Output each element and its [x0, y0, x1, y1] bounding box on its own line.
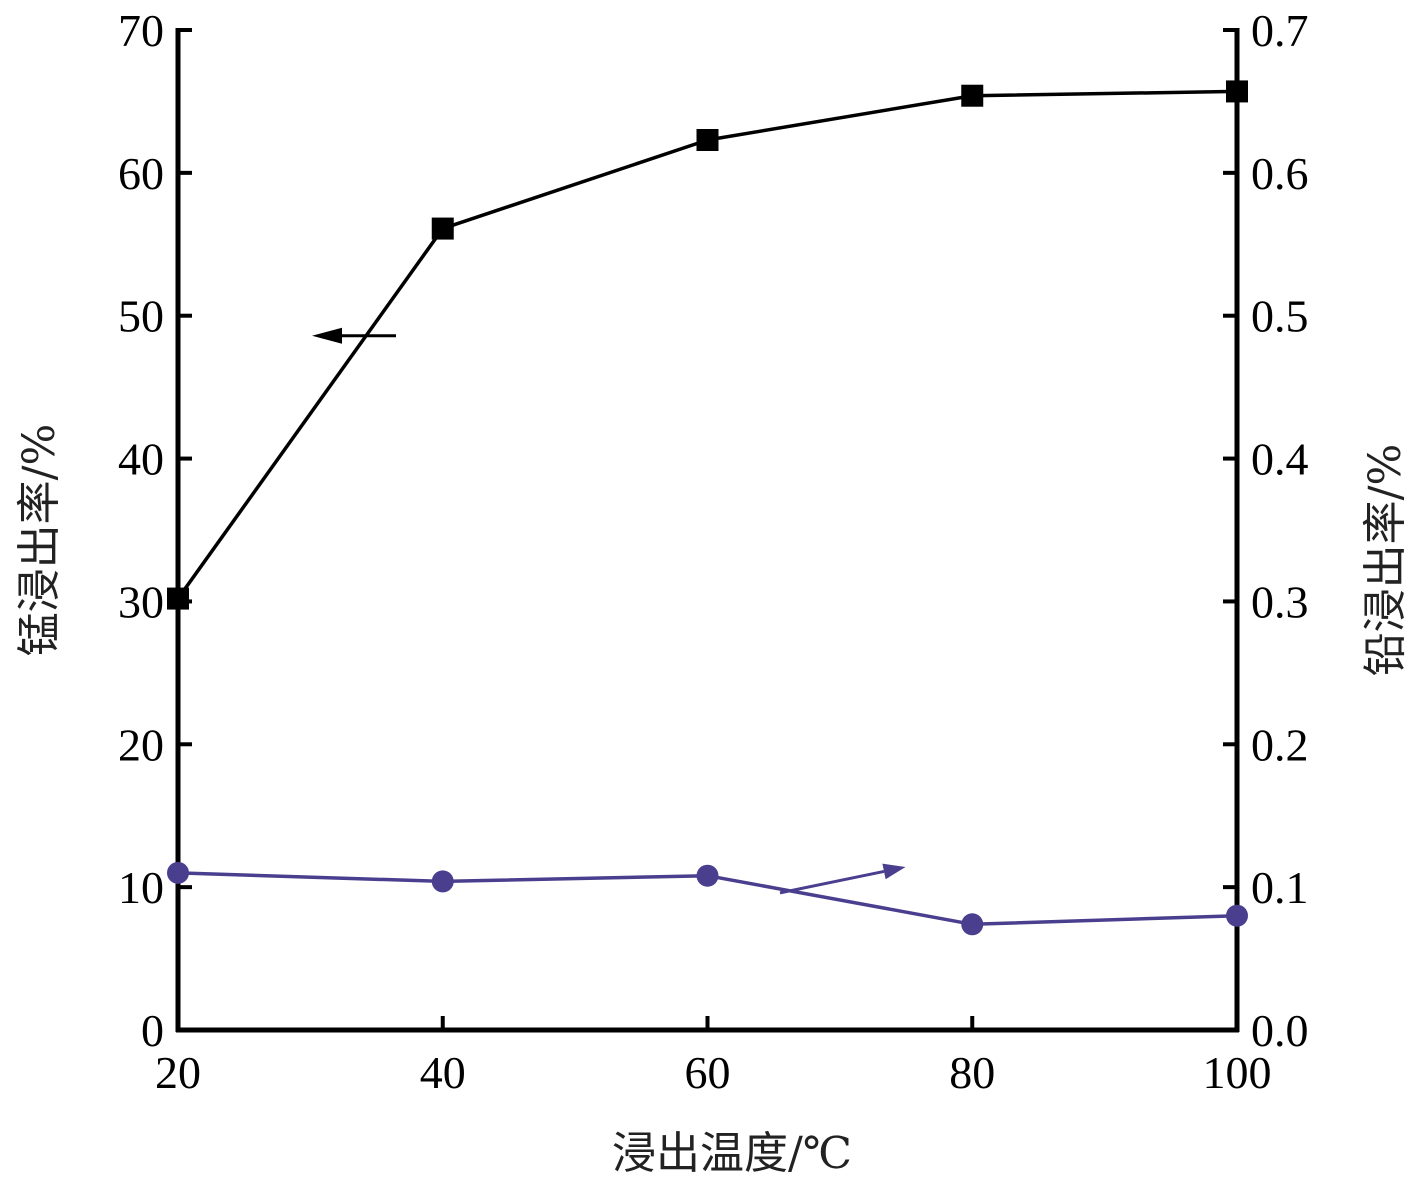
y-left-tick-label: 0	[141, 1005, 164, 1056]
right-axis-title: 铅浸出率/%	[1360, 444, 1411, 677]
y-right-tick-label: 0.4	[1251, 434, 1309, 485]
series-2-point	[167, 861, 189, 884]
left-axis-arrowhead	[312, 327, 342, 344]
y-left-tick-label: 60	[118, 148, 164, 199]
x-tick-label: 100	[1203, 1047, 1272, 1098]
y-right-tick-label: 0.5	[1251, 291, 1309, 342]
y-right-tick-label: 0.2	[1251, 719, 1309, 770]
y-right-tick-label: 0.1	[1251, 862, 1309, 913]
y-left-tick-label: 30	[118, 576, 164, 627]
y-left-tick-label: 10	[118, 862, 164, 913]
y-left-tick-label: 50	[118, 291, 164, 342]
series-2-point	[431, 870, 454, 893]
left-axis-title: 锰浸出率/%	[14, 424, 65, 657]
right-axis-arrow	[779, 869, 885, 895]
series-indicators	[312, 327, 906, 895]
y-right-tick-label: 0.3	[1251, 576, 1309, 627]
series-2-point	[961, 913, 984, 936]
x-axis-title: 浸出温度/℃	[612, 1128, 852, 1179]
x-tick-label: 40	[420, 1047, 466, 1098]
x-tick-label: 20	[155, 1047, 201, 1098]
y-left-tick-label: 70	[118, 5, 164, 56]
series-2-point	[1226, 904, 1248, 927]
series-2-point	[696, 864, 719, 887]
y-left-tick-label: 40	[118, 434, 164, 485]
right-axis-arrowhead	[882, 863, 906, 880]
y-right-tick-label: 0.6	[1251, 148, 1309, 199]
x-tick-label: 60	[685, 1047, 731, 1098]
series-1-point	[1226, 80, 1248, 103]
series-1-point	[961, 84, 984, 107]
y-left-tick-label: 20	[118, 719, 164, 770]
series-1-point	[167, 587, 189, 610]
y-right-tick-label: 0.7	[1251, 5, 1309, 56]
series-1-line	[176, 89, 1238, 600]
series-1-point	[696, 129, 719, 151]
tick-labels: 20 40 60 80 100 0 10 20 30 40 50 60 70 0.0 0.1 0.2 0.3 0.…	[118, 5, 1309, 1098]
series-1-point	[431, 217, 454, 240]
x-tick-label: 80	[949, 1047, 995, 1098]
y-right-tick-label: 0.0	[1251, 1005, 1309, 1056]
series-layer	[167, 80, 1248, 936]
